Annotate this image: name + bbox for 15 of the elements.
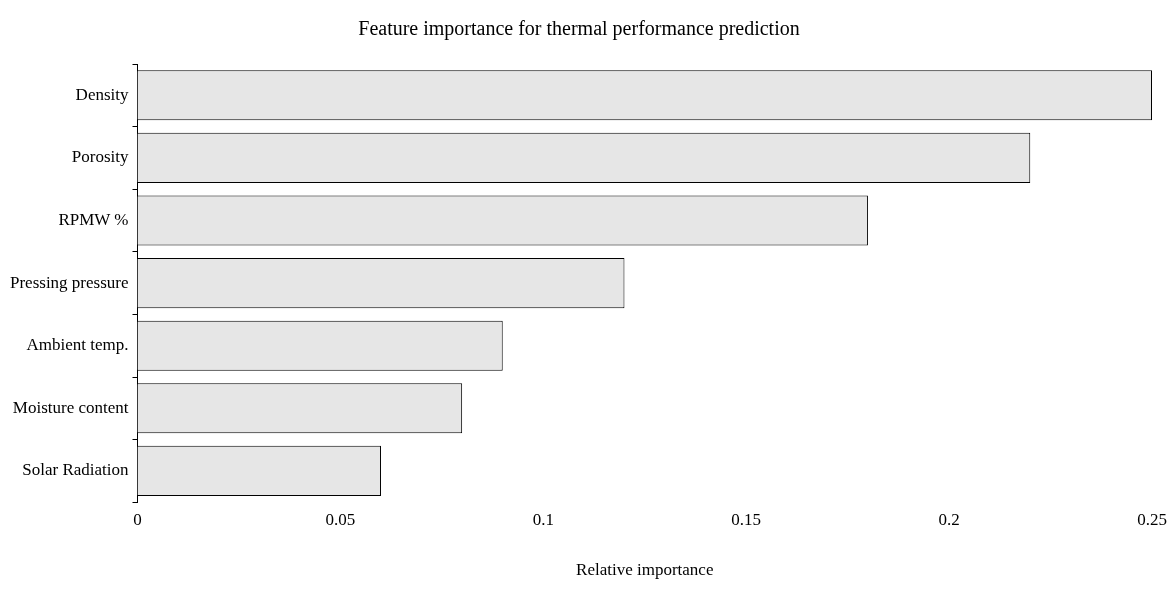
x-tick-label: 0.05: [325, 509, 356, 529]
x-tick-label: 0.15: [731, 509, 762, 529]
y-tick-label: Ambient temp.: [26, 335, 129, 355]
y-tick-label: Pressing pressure: [9, 272, 129, 292]
y-tick-label: Density: [75, 84, 129, 104]
x-tick-label: 0: [133, 509, 142, 529]
chart-title: Feature importance for thermal performance prediction: [358, 17, 800, 41]
y-tick-label: Solar Radiation: [22, 460, 130, 480]
y-tick-label: Porosity: [71, 147, 129, 167]
x-tick-label: 0.25: [1137, 509, 1167, 529]
y-tick-label: Moisture content: [12, 397, 129, 417]
x-axis-title: Relative importance: [576, 560, 714, 580]
x-tick-label: 0.2: [938, 509, 960, 529]
y-tick-label: RPMW %: [58, 209, 129, 229]
x-tick-label: 0.1: [532, 509, 554, 529]
